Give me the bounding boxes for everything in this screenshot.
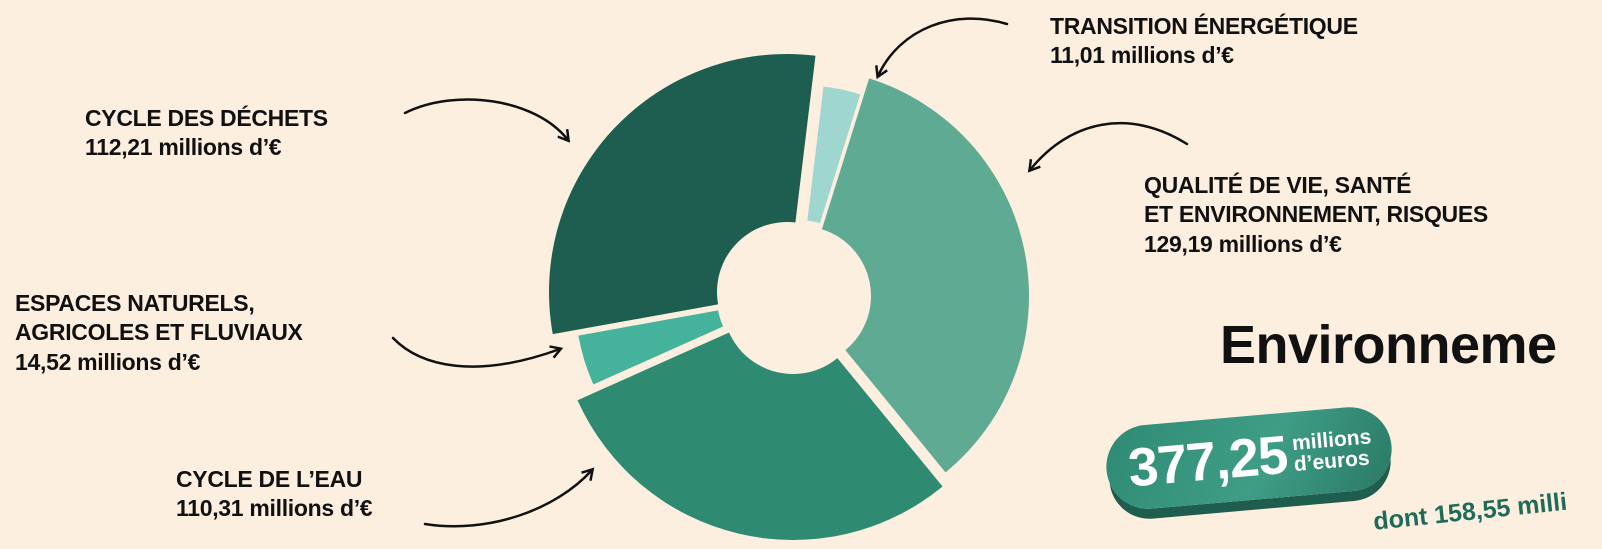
arrow-eau	[423, 470, 592, 528]
slice-label: CYCLE DES DÉCHETS	[85, 105, 328, 131]
slice-value: 112,21 millions d’€	[85, 134, 282, 161]
total-unit-line2: d’euros	[1292, 446, 1371, 477]
slice-2	[577, 332, 943, 540]
arrow-espaces	[391, 336, 560, 368]
label-eau: CYCLE DE L’EAU 110,31 millions d’€	[176, 465, 373, 524]
total-unit: millions d’euros	[1291, 425, 1374, 477]
slice-4	[549, 54, 816, 335]
slice-value: 14,52 millions d’€	[15, 348, 201, 375]
label-dechets: CYCLE DES DÉCHETS 112,21 millions d’€	[85, 104, 328, 163]
page-title: Environneme	[1220, 315, 1557, 375]
slice-0	[807, 86, 861, 224]
arrow-qualite	[1030, 122, 1189, 170]
slice-label: CYCLE DE L’EAU	[176, 466, 363, 492]
donut-hole	[723, 228, 863, 368]
slice-label: TRANSITION ÉNERGÉTIQUE	[1050, 13, 1358, 39]
arrow-transition	[878, 17, 1009, 76]
slice-label: ESPACES NATURELS,	[15, 290, 255, 316]
label-transition: TRANSITION ÉNERGÉTIQUE 11,01 millions d’…	[1050, 12, 1358, 71]
slice-3	[578, 310, 724, 385]
label-qualite: QUALITÉ DE VIE, SANTÉ ET ENVIRONNEMENT, …	[1144, 171, 1488, 259]
slice-label: QUALITÉ DE VIE, SANTÉ	[1144, 172, 1412, 198]
slice-label: ET ENVIRONNEMENT, RISQUES	[1144, 201, 1488, 228]
slice-1	[821, 78, 1029, 473]
slice-value: 11,01 millions d’€	[1050, 42, 1234, 69]
arrow-dechets	[403, 98, 568, 140]
slice-value: 129,19 millions d’€	[1144, 230, 1342, 257]
total-amount: 377,25	[1125, 424, 1290, 499]
label-espaces: ESPACES NATURELS, AGRICOLES ET FLUVIAUX …	[15, 289, 303, 377]
slice-label: AGRICOLES ET FLUVIAUX	[15, 319, 303, 346]
slice-value: 110,31 millions d’€	[176, 495, 373, 522]
